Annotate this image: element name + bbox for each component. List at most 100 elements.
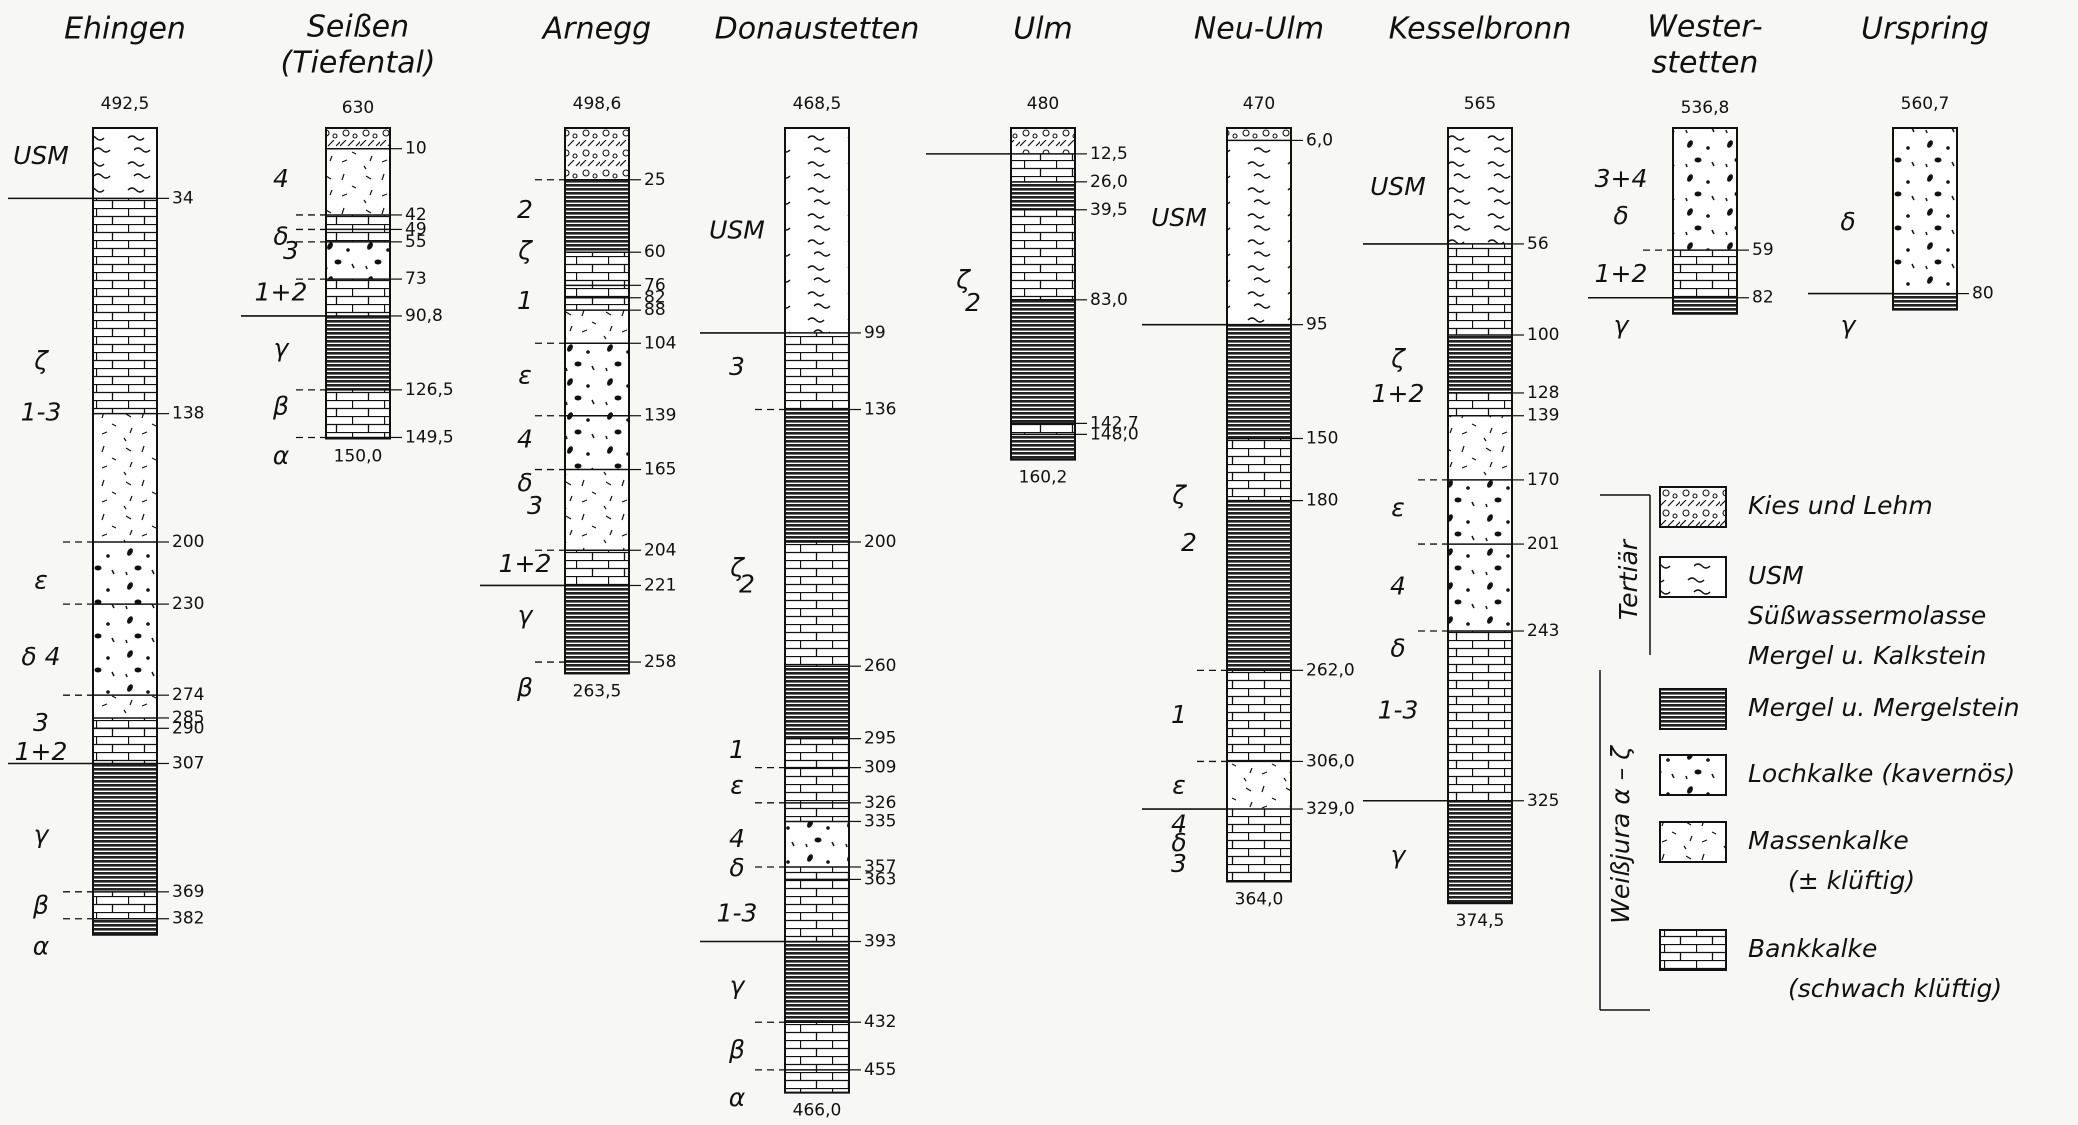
unit-label: ε — [1391, 493, 1405, 522]
layer — [1011, 182, 1075, 210]
unit-label: γ — [34, 820, 50, 849]
depth-label: 104 — [644, 333, 676, 353]
layer — [1011, 423, 1075, 434]
layer — [1893, 128, 1957, 294]
depth-label: 34 — [172, 188, 194, 208]
unit-label: β — [728, 1035, 745, 1064]
layer — [1448, 128, 1512, 244]
unit-label: β — [272, 391, 289, 420]
profile-column: Seißen(Tiefental)630104249557390,8126,51… — [241, 10, 454, 471]
layer — [1227, 128, 1291, 140]
unit-label: 4 — [729, 824, 745, 853]
unit-label: β — [32, 890, 49, 919]
depth-label: 262,0 — [1306, 660, 1355, 680]
unit-label: α — [273, 441, 290, 470]
unit-label: ε — [518, 360, 532, 389]
unit-label: 1+2 — [15, 737, 68, 766]
layer — [326, 390, 390, 438]
depth-label: 73 — [405, 269, 427, 289]
elevation-label: 565 — [1464, 94, 1496, 114]
layer — [1673, 128, 1737, 250]
depth-label: 432 — [864, 1012, 896, 1032]
legend-swatch — [1660, 557, 1726, 597]
layer — [326, 149, 390, 215]
depth-label: 59 — [1752, 240, 1774, 260]
layer — [1011, 210, 1075, 300]
depth-label: 204 — [644, 540, 676, 560]
depth-label: 95 — [1306, 315, 1328, 335]
layer — [565, 470, 629, 551]
depth-label: 307 — [172, 753, 204, 773]
unit-label: δ — [729, 853, 744, 882]
layer — [1673, 250, 1737, 298]
layer — [565, 416, 629, 470]
depth-label: 128 — [1527, 383, 1559, 403]
depth-label: 136 — [864, 400, 896, 420]
unit-label: 1+2 — [499, 549, 552, 578]
unit-label: 1+2 — [255, 278, 308, 307]
elevation-label: 470 — [1243, 94, 1275, 114]
column-title: Neu-Ulm — [1194, 12, 1324, 47]
layer — [565, 298, 629, 310]
depth-label: 363 — [864, 869, 896, 889]
unit-label: ζ — [1171, 480, 1187, 509]
column-title: Ehingen — [64, 12, 186, 47]
depth-label: 221 — [644, 575, 676, 595]
depth-label: 55 — [405, 232, 427, 252]
unit-label: 3 — [729, 352, 745, 381]
legend-swatch — [1660, 755, 1726, 795]
unit-label: 2 — [1181, 528, 1197, 557]
layer — [565, 180, 629, 252]
layer — [1011, 128, 1075, 154]
layer — [565, 252, 629, 285]
depth-label: 100 — [1527, 325, 1559, 345]
legend-label: Massenkalke — [1748, 826, 1909, 855]
layer — [326, 279, 390, 316]
layer — [1448, 631, 1512, 801]
profile-diagram: Ehingen492,53413820023027428529030736938… — [0, 0, 2078, 1125]
unit-label: 3 — [33, 708, 49, 737]
layer — [1011, 434, 1075, 459]
unit-label: δ 4 — [21, 642, 60, 671]
profile-column: Donaustetten468,599136200260295309326335… — [700, 12, 919, 1121]
layer — [565, 550, 629, 585]
layer — [785, 768, 849, 803]
depth-label: 90,8 — [405, 306, 443, 326]
depth-label: 82 — [1752, 288, 1774, 308]
depth-label: 260 — [864, 656, 896, 676]
layer — [93, 892, 157, 919]
profile-column: Arnegg498,625607682881041391652042212582… — [480, 12, 676, 702]
depth-label: 295 — [864, 729, 896, 749]
layer — [326, 215, 390, 229]
layer — [785, 821, 849, 867]
layer — [785, 879, 849, 941]
layer — [1448, 335, 1512, 393]
layer — [326, 316, 390, 390]
depth-label: 306,0 — [1306, 751, 1355, 771]
bottom-depth-label: 364,0 — [1235, 889, 1284, 909]
legend-swatch — [1660, 487, 1726, 527]
bottom-depth-label: 374,5 — [1456, 911, 1505, 931]
unit-label: γ — [1841, 311, 1857, 340]
legend-label: USM — [1748, 561, 1804, 590]
layer — [785, 666, 849, 738]
unit-label: 4 — [1171, 810, 1187, 839]
depth-label: 83,0 — [1090, 290, 1128, 310]
unit-label: γ — [274, 333, 290, 362]
depth-label: 139 — [1527, 406, 1559, 426]
unit-label: β — [516, 673, 533, 702]
layer — [1448, 544, 1512, 631]
unit-label: 1 — [517, 286, 533, 315]
layer — [93, 542, 157, 604]
depth-label: 326 — [864, 793, 896, 813]
unit-label: 2 — [965, 288, 981, 317]
unit-label: 1-3 — [21, 398, 62, 427]
layer — [326, 229, 390, 241]
layer — [1011, 154, 1075, 182]
unit-label: USM — [1151, 203, 1207, 232]
unit-label: γ — [1391, 841, 1407, 870]
depth-label: 10 — [405, 139, 427, 159]
column-subtitle: stetten — [1652, 46, 1759, 81]
layer — [93, 604, 157, 695]
